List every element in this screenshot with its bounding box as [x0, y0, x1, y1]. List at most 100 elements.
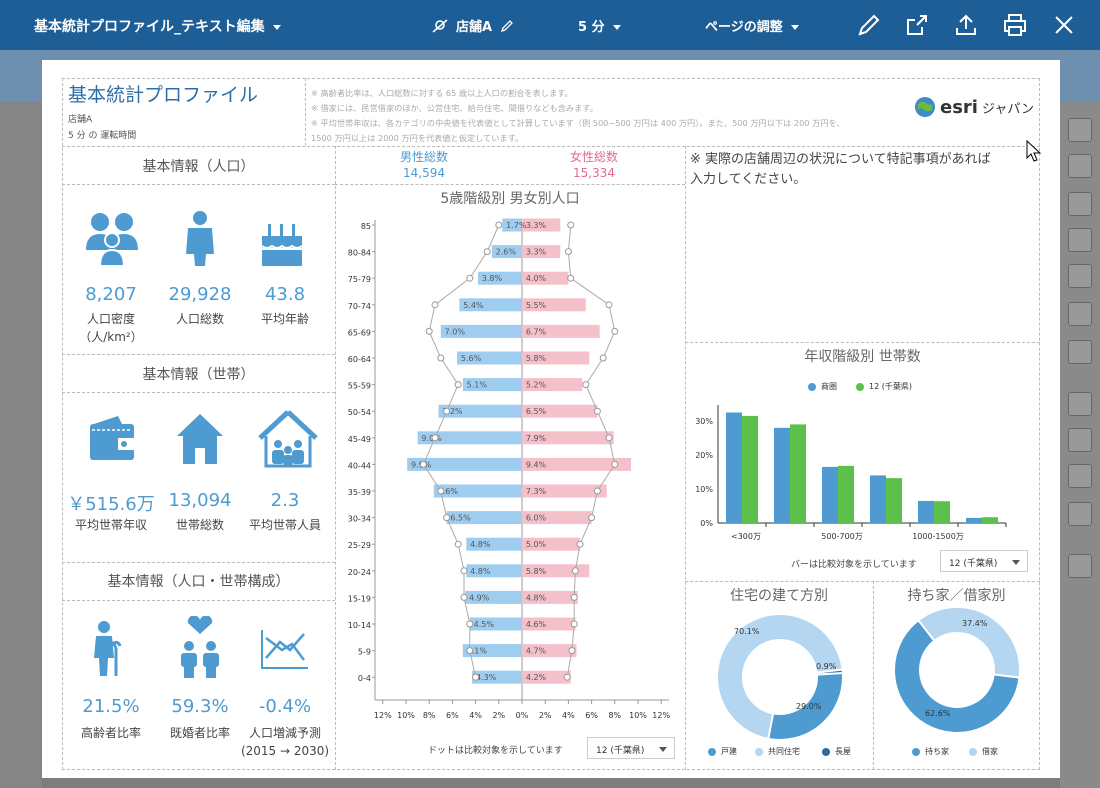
female-comparison-dot — [570, 620, 578, 628]
female-comparison-dot — [571, 567, 579, 575]
male-comparison-dot — [431, 434, 439, 442]
income-bar-market — [966, 517, 982, 523]
male-data-label: 2.6% — [496, 248, 517, 257]
share-icon[interactable] — [904, 12, 930, 38]
male-data-label: 5.4% — [463, 301, 484, 310]
section-title: 基本情報（人口） — [142, 159, 255, 175]
y-tick-label: 5-9 — [358, 648, 371, 657]
ownership-donut-chart — [893, 606, 1021, 734]
female-data-label: 4.2% — [526, 673, 547, 682]
female-comparison-dot — [563, 673, 571, 681]
upload-icon[interactable] — [953, 12, 979, 38]
x-tick-label: 0% — [516, 711, 529, 720]
x-tick-label: 4% — [562, 711, 575, 720]
income-bar-comparison — [790, 424, 806, 523]
pyramid-chart-title: 5歳階級別 男女別人口 — [440, 191, 580, 207]
female-bar — [522, 378, 583, 392]
stat-label: 高齢者比率 — [80, 726, 141, 740]
female-bar — [522, 644, 577, 658]
stat-value: 59.3% — [171, 696, 229, 717]
income-bar-chart: 0% 10% 20% 30% <300万 500-700万 1000-1500万 — [695, 405, 1007, 541]
family-house-icon — [258, 410, 318, 468]
print-icon[interactable] — [1002, 12, 1028, 38]
female-bar — [522, 245, 561, 259]
male-comparison-dot — [460, 593, 468, 601]
person-icon — [186, 211, 214, 266]
male-data-label: 3.8% — [482, 274, 503, 283]
x-tick-label: 1000-1500万 — [912, 532, 964, 541]
female-comparison-dot — [567, 221, 575, 229]
income-bar-market — [774, 427, 790, 523]
legend-dot — [912, 747, 920, 756]
divider — [62, 600, 335, 601]
chevron-down-icon — [790, 25, 799, 30]
note-line: ※ 平均世帯年収は、各カテゴリの中央値を代表値として計算しています（例 500~… — [311, 118, 845, 128]
female-comparison-dot — [611, 327, 619, 335]
background-left-panel — [0, 102, 42, 788]
income-bar-market — [726, 412, 742, 523]
memo-textarea[interactable]: ※ 実際の店舗周辺の状況について特記事項があれば 入力してください。 — [690, 150, 1020, 190]
y-tick-label: 65-69 — [348, 328, 371, 337]
divider — [685, 581, 1040, 582]
stat-value: -0.4% — [258, 696, 312, 717]
store-label: 店舗A — [456, 20, 493, 35]
edit-pencil-icon[interactable] — [500, 19, 514, 33]
x-tick-label: 8% — [423, 711, 436, 720]
male-bar — [407, 457, 522, 471]
y-tick-label: 20% — [695, 451, 713, 460]
male-bar — [469, 617, 522, 631]
slice-label: 37.4% — [962, 619, 988, 628]
male-data-label: 5.1% — [467, 381, 488, 390]
report-title-dropdown[interactable]: 基本統計プロファイル_テキスト編集 — [34, 16, 281, 36]
female-data-label: 9.4% — [526, 460, 547, 469]
map-tool-button — [1068, 340, 1092, 364]
male-bar — [472, 670, 522, 684]
female-bar — [522, 670, 571, 684]
income-bar-market — [918, 500, 934, 523]
divider — [685, 146, 686, 770]
male-comparison-dot — [466, 274, 474, 282]
income-comparison-select[interactable]: 12 (千葉県) — [940, 550, 1028, 572]
female-data-label: 6.5% — [526, 407, 547, 416]
legend-dot — [708, 747, 716, 756]
x-tick-label: 2% — [539, 711, 552, 720]
female-data-label: 3.3% — [526, 248, 547, 257]
drive-time-label: 5 分 — [578, 20, 605, 35]
pyramid-comparison-select[interactable]: 12 (千葉県) — [587, 737, 675, 759]
y-tick-label: 55-59 — [348, 382, 371, 391]
female-total-value: 15,334 — [573, 166, 615, 180]
drive-time-dropdown[interactable]: 5 分 — [578, 16, 621, 35]
close-icon[interactable] — [1051, 12, 1077, 38]
male-data-label: 7.0% — [445, 327, 466, 336]
income-footnote: バーは比較対象を示しています — [791, 560, 917, 570]
legend-item: 戸建 — [708, 746, 737, 757]
legend-dot — [822, 747, 830, 756]
female-comparison-dot — [593, 487, 601, 495]
divider — [62, 354, 335, 355]
female-comparison-dot — [588, 514, 596, 522]
legend-dot — [755, 747, 763, 756]
stat-label: 人口増減予測 — [248, 726, 321, 740]
female-bar — [522, 457, 632, 471]
people-group-icon — [86, 213, 138, 266]
female-bar — [522, 351, 590, 365]
x-tick-label: 6% — [446, 711, 459, 720]
female-data-label: 5.2% — [526, 381, 547, 390]
page-adjust-dropdown[interactable]: ページの調整 — [705, 16, 799, 35]
male-data-label: 7.6% — [438, 487, 459, 496]
pen-icon[interactable] — [856, 12, 882, 38]
female-comparison-dot — [567, 274, 575, 282]
male-data-label: 5.1% — [467, 647, 488, 656]
y-tick-label: 30% — [695, 417, 713, 426]
male-bar — [457, 351, 522, 365]
female-comparison-dot — [599, 354, 607, 362]
y-tick-label: 30-34 — [348, 515, 371, 524]
male-bar — [491, 245, 522, 259]
female-comparison-dot — [605, 434, 613, 442]
male-comparison-dot — [419, 460, 427, 468]
female-total-label: 女性総数 — [569, 150, 618, 164]
female-comparison-dot — [611, 460, 619, 468]
store-selector[interactable]: 店舗A — [432, 16, 514, 35]
page-title: 基本統計プロファイル — [68, 84, 259, 106]
male-bar — [433, 484, 522, 498]
